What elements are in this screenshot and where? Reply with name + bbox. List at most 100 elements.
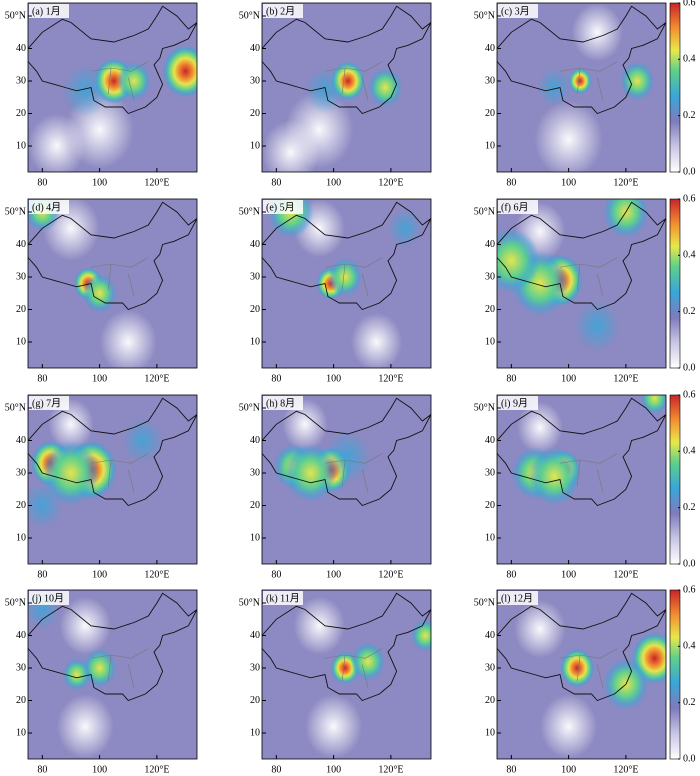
china-border [28, 397, 197, 507]
y-tick-label: 50°N [5, 597, 26, 608]
field-blob [304, 68, 346, 114]
field-blob [62, 64, 109, 117]
y-tick-label: 40 [485, 43, 495, 54]
field-blob [122, 417, 163, 464]
panel-label-bg [498, 396, 538, 410]
y-tick-label: 10 [485, 727, 495, 738]
x-tick-label: 120°E [378, 764, 403, 775]
china-border [262, 397, 431, 507]
y-tick-label: 10 [485, 140, 495, 151]
field-blob [539, 694, 598, 759]
y-tick-label: 40 [485, 630, 495, 641]
y-tick-label: 40 [16, 43, 26, 54]
colorbar: 0.0 0.2 0.4 0.6 [669, 0, 696, 177]
field-blob [262, 120, 320, 172]
map-field [497, 3, 666, 172]
colorbar-tick-label: 0.6 [683, 584, 696, 595]
map-field [497, 590, 666, 759]
panel-label: (a) 1月 [32, 5, 61, 17]
x-tick-label: 80 [271, 373, 281, 384]
field-blob [304, 694, 363, 759]
y-tick-label: 50°N [474, 402, 495, 413]
y-tick-label: 30 [250, 271, 260, 282]
x-tick-label: 100 [561, 569, 576, 580]
x-tick-label: 100 [92, 177, 107, 188]
colorbar: 0.0 0.2 0.4 0.6 [669, 389, 696, 569]
colorbar-tick-label: 0.2 [683, 110, 696, 121]
map-panel: (l) 12月 80 100 120°E 10 20 30 40 50°N [474, 589, 667, 775]
province-lines [324, 453, 383, 493]
y-tick-label: 30 [16, 662, 26, 673]
field-blob [640, 395, 666, 415]
y-tick-label: 30 [250, 75, 260, 86]
field-blob [162, 45, 197, 98]
map-panel: (d) 4月 80 100 120°E 10 20 30 40 50°N [5, 198, 198, 384]
panel-label: (e) 5月 [266, 201, 295, 213]
field-blob [116, 61, 152, 101]
x-tick-label: 80 [37, 569, 47, 580]
y-tick-label: 30 [485, 467, 495, 478]
y-tick-label: 50°N [5, 402, 26, 413]
panel-frame [27, 2, 198, 173]
china-border [28, 201, 197, 311]
y-tick-label: 20 [16, 500, 26, 511]
y-tick-label: 10 [250, 140, 260, 151]
y-tick-label: 30 [485, 662, 495, 673]
field-blob [560, 648, 595, 688]
x-tick-label: 120°E [144, 569, 169, 580]
map-panel: (g) 7月 80 100 120°E 10 20 30 40 50°N [5, 394, 198, 580]
y-tick-label: 10 [250, 336, 260, 347]
panel-label-bg [263, 591, 303, 605]
y-tick-label: 20 [250, 500, 260, 511]
panel-label: (h) 8月 [266, 397, 295, 409]
field-blob [82, 273, 117, 313]
province-lines [90, 257, 149, 297]
y-tick-label: 10 [485, 336, 495, 347]
colorbar: 0.0 0.2 0.4 0.6 [669, 584, 696, 764]
y-tick-label: 30 [16, 467, 26, 478]
y-tick-label: 20 [16, 108, 26, 119]
y-tick-label: 50°N [474, 206, 495, 217]
map-panel: (i) 9月 80 100 120°E 10 20 30 40 50°N [474, 394, 667, 580]
map-panel: (j) 10月 80 100 120°E 10 20 30 40 50°N [5, 589, 198, 775]
colorbar-gradient [669, 198, 681, 369]
panel-label: (i) 9月 [501, 397, 528, 409]
map-field [262, 3, 431, 172]
x-tick-label: 120°E [613, 177, 638, 188]
y-tick-label: 20 [250, 304, 260, 315]
province-lines [90, 648, 149, 688]
china-border [497, 5, 666, 115]
panel-label-bg [263, 4, 303, 18]
panel-label-bg [498, 200, 538, 214]
colorbar-tick-label: 0.4 [683, 54, 696, 65]
province-lines [90, 453, 149, 493]
field-blob [59, 596, 112, 655]
y-tick-label: 20 [16, 304, 26, 315]
panel-frame [496, 589, 667, 760]
province-lines [324, 257, 383, 297]
colorbar-gradient [669, 2, 681, 173]
colorbar-tick-label: 0.2 [683, 697, 696, 708]
china-border [497, 592, 666, 702]
y-tick-label: 20 [250, 108, 260, 119]
panel-label-bg [263, 396, 303, 410]
map-field [262, 395, 431, 564]
y-tick-label: 30 [485, 75, 495, 86]
province-lines [559, 61, 618, 101]
colorbar-tick-label: 0.6 [683, 389, 696, 400]
map-field [262, 590, 431, 759]
x-tick-label: 80 [271, 569, 281, 580]
field-blob [574, 299, 621, 352]
field-blob [350, 312, 403, 368]
china-border [262, 592, 431, 702]
x-tick-label: 80 [506, 764, 516, 775]
field-blob [48, 398, 94, 451]
map-panel: (c) 3月 80 100 120°E 10 20 30 40 50°N [474, 2, 667, 188]
y-tick-label: 20 [16, 695, 26, 706]
y-tick-label: 40 [250, 630, 260, 641]
y-tick-label: 40 [250, 239, 260, 250]
map-field [262, 199, 431, 368]
y-tick-label: 10 [250, 532, 260, 543]
panel-label-bg [29, 396, 69, 410]
x-tick-label: 120°E [613, 764, 638, 775]
